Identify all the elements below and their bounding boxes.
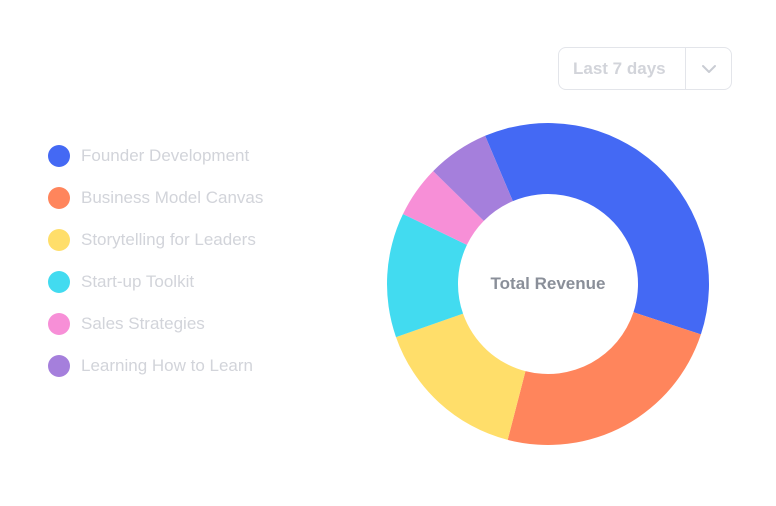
legend-label: Learning How to Learn [81,356,254,375]
legend-swatch [48,229,70,251]
legend-item-storytelling-for-leaders[interactable]: Storytelling for Leaders [48,219,263,261]
legend-swatch [48,145,70,167]
legend-item-founder-development[interactable]: Founder Development [48,135,263,177]
legend-item-start-up-toolkit[interactable]: Start-up Toolkit [48,261,263,303]
donut-slice-storytelling-for-leaders[interactable] [396,313,526,440]
date-range-toggle-button[interactable] [686,48,731,89]
legend-swatch [48,271,70,293]
legend-label: Business Model Canvas [81,188,264,207]
legend-label: Founder Development [81,146,250,165]
donut-slice-founder-development[interactable] [485,123,709,335]
legend-swatch [48,355,70,377]
legend-item-learning-how-to-learn[interactable]: Learning How to Learn [48,345,263,387]
legend-swatch [48,313,70,335]
chevron-down-icon [701,64,716,73]
select-divider [684,48,686,89]
legend-label: Sales Strategies [81,314,205,333]
donut-chart-svg [387,123,709,445]
donut-slice-learning-how-to-learn[interactable] [433,135,513,221]
chart-legend: Founder Development Business Model Canvas… [48,135,263,387]
legend-label: Start-up Toolkit [81,272,195,291]
donut-slice-sales-strategies[interactable] [402,171,484,245]
legend-label: Storytelling for Leaders [81,230,256,249]
date-range-value[interactable]: Last 7 days [573,58,666,78]
legend-item-sales-strategies[interactable]: Sales Strategies [48,303,263,345]
donut-chart: Total Revenue [380,116,716,452]
legend-swatch [48,187,70,209]
donut-slice-start-up-toolkit[interactable] [387,214,467,338]
date-range-select[interactable]: Last 7 days [558,47,732,90]
donut-slice-business-model-canvas[interactable] [507,312,701,445]
legend-item-business-model-canvas[interactable]: Business Model Canvas [48,177,263,219]
